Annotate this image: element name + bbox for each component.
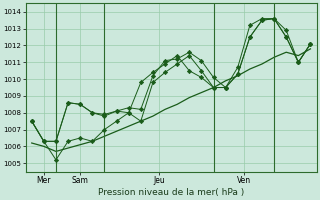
X-axis label: Pression niveau de la mer( hPa ): Pression niveau de la mer( hPa ) xyxy=(98,188,244,197)
